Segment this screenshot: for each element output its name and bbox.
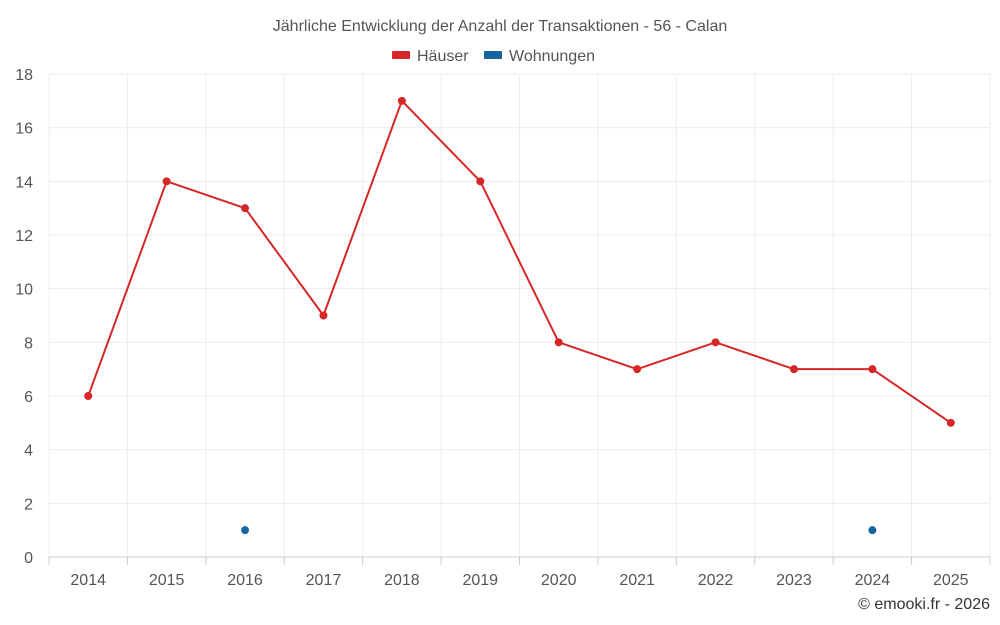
data-point-0[interactable] bbox=[789, 365, 798, 374]
x-tick-label: 2021 bbox=[619, 572, 655, 589]
legend-swatch-haeuser bbox=[392, 51, 410, 59]
legend: Häuser Wohnungen bbox=[392, 48, 595, 65]
grid bbox=[48, 73, 991, 558]
data-point-0[interactable] bbox=[711, 338, 720, 347]
data-point-1[interactable] bbox=[241, 526, 250, 535]
y-tick-label: 4 bbox=[24, 443, 33, 460]
y-tick-label: 16 bbox=[15, 121, 33, 138]
x-tick-label: 2020 bbox=[541, 572, 577, 589]
x-tick-label: 2017 bbox=[306, 572, 342, 589]
x-axis-ticks: 2014 2015 2016 2017 2018 2019 2020 2021 2022 2023… bbox=[48, 557, 991, 589]
legend-label-haeuser: Häuser bbox=[417, 48, 469, 65]
y-tick-label: 18 bbox=[15, 67, 33, 84]
y-tick-label: 14 bbox=[15, 174, 33, 191]
data-point-0[interactable] bbox=[868, 365, 877, 374]
data-point-0[interactable] bbox=[633, 365, 642, 374]
x-tick-label: 2023 bbox=[776, 572, 812, 589]
x-tick-label: 2016 bbox=[227, 572, 263, 589]
y-tick-label: 8 bbox=[24, 335, 33, 352]
y-tick-label: 6 bbox=[24, 389, 33, 406]
legend-item-haeuser[interactable]: Häuser bbox=[392, 48, 469, 65]
x-tick-label: 2019 bbox=[462, 572, 498, 589]
y-axis-ticks: 0 2 4 6 8 10 12 14 16 18 bbox=[15, 67, 33, 567]
x-tick-label: 2022 bbox=[698, 572, 734, 589]
y-tick-label: 10 bbox=[15, 282, 33, 299]
legend-label-wohnungen: Wohnungen bbox=[509, 48, 595, 65]
x-tick-label: 2025 bbox=[933, 572, 969, 589]
legend-swatch-wohnungen bbox=[484, 51, 502, 59]
y-tick-label: 0 bbox=[24, 550, 33, 567]
x-tick-label: 2014 bbox=[70, 572, 106, 589]
data-point-0[interactable] bbox=[476, 177, 485, 186]
chart-title: Jährliche Entwicklung der Anzahl der Tra… bbox=[273, 18, 727, 35]
data-point-0[interactable] bbox=[84, 392, 93, 400]
series bbox=[84, 96, 955, 535]
data-point-0[interactable] bbox=[162, 177, 171, 186]
x-tick-label: 2015 bbox=[149, 572, 185, 589]
y-tick-label: 12 bbox=[15, 228, 33, 245]
data-point-0[interactable] bbox=[946, 418, 955, 427]
credit-text: © emooki.fr - 2026 bbox=[858, 596, 990, 613]
data-point-0[interactable] bbox=[554, 338, 563, 347]
legend-item-wohnungen[interactable]: Wohnungen bbox=[484, 48, 595, 65]
x-tick-label: 2024 bbox=[855, 572, 891, 589]
data-point-0[interactable] bbox=[319, 311, 328, 320]
x-tick-label: 2018 bbox=[384, 572, 420, 589]
data-point-0[interactable] bbox=[241, 204, 250, 213]
data-point-1[interactable] bbox=[868, 526, 877, 535]
data-point-0[interactable] bbox=[397, 96, 406, 105]
series-line-0 bbox=[87, 99, 952, 424]
y-tick-label: 2 bbox=[24, 496, 33, 513]
